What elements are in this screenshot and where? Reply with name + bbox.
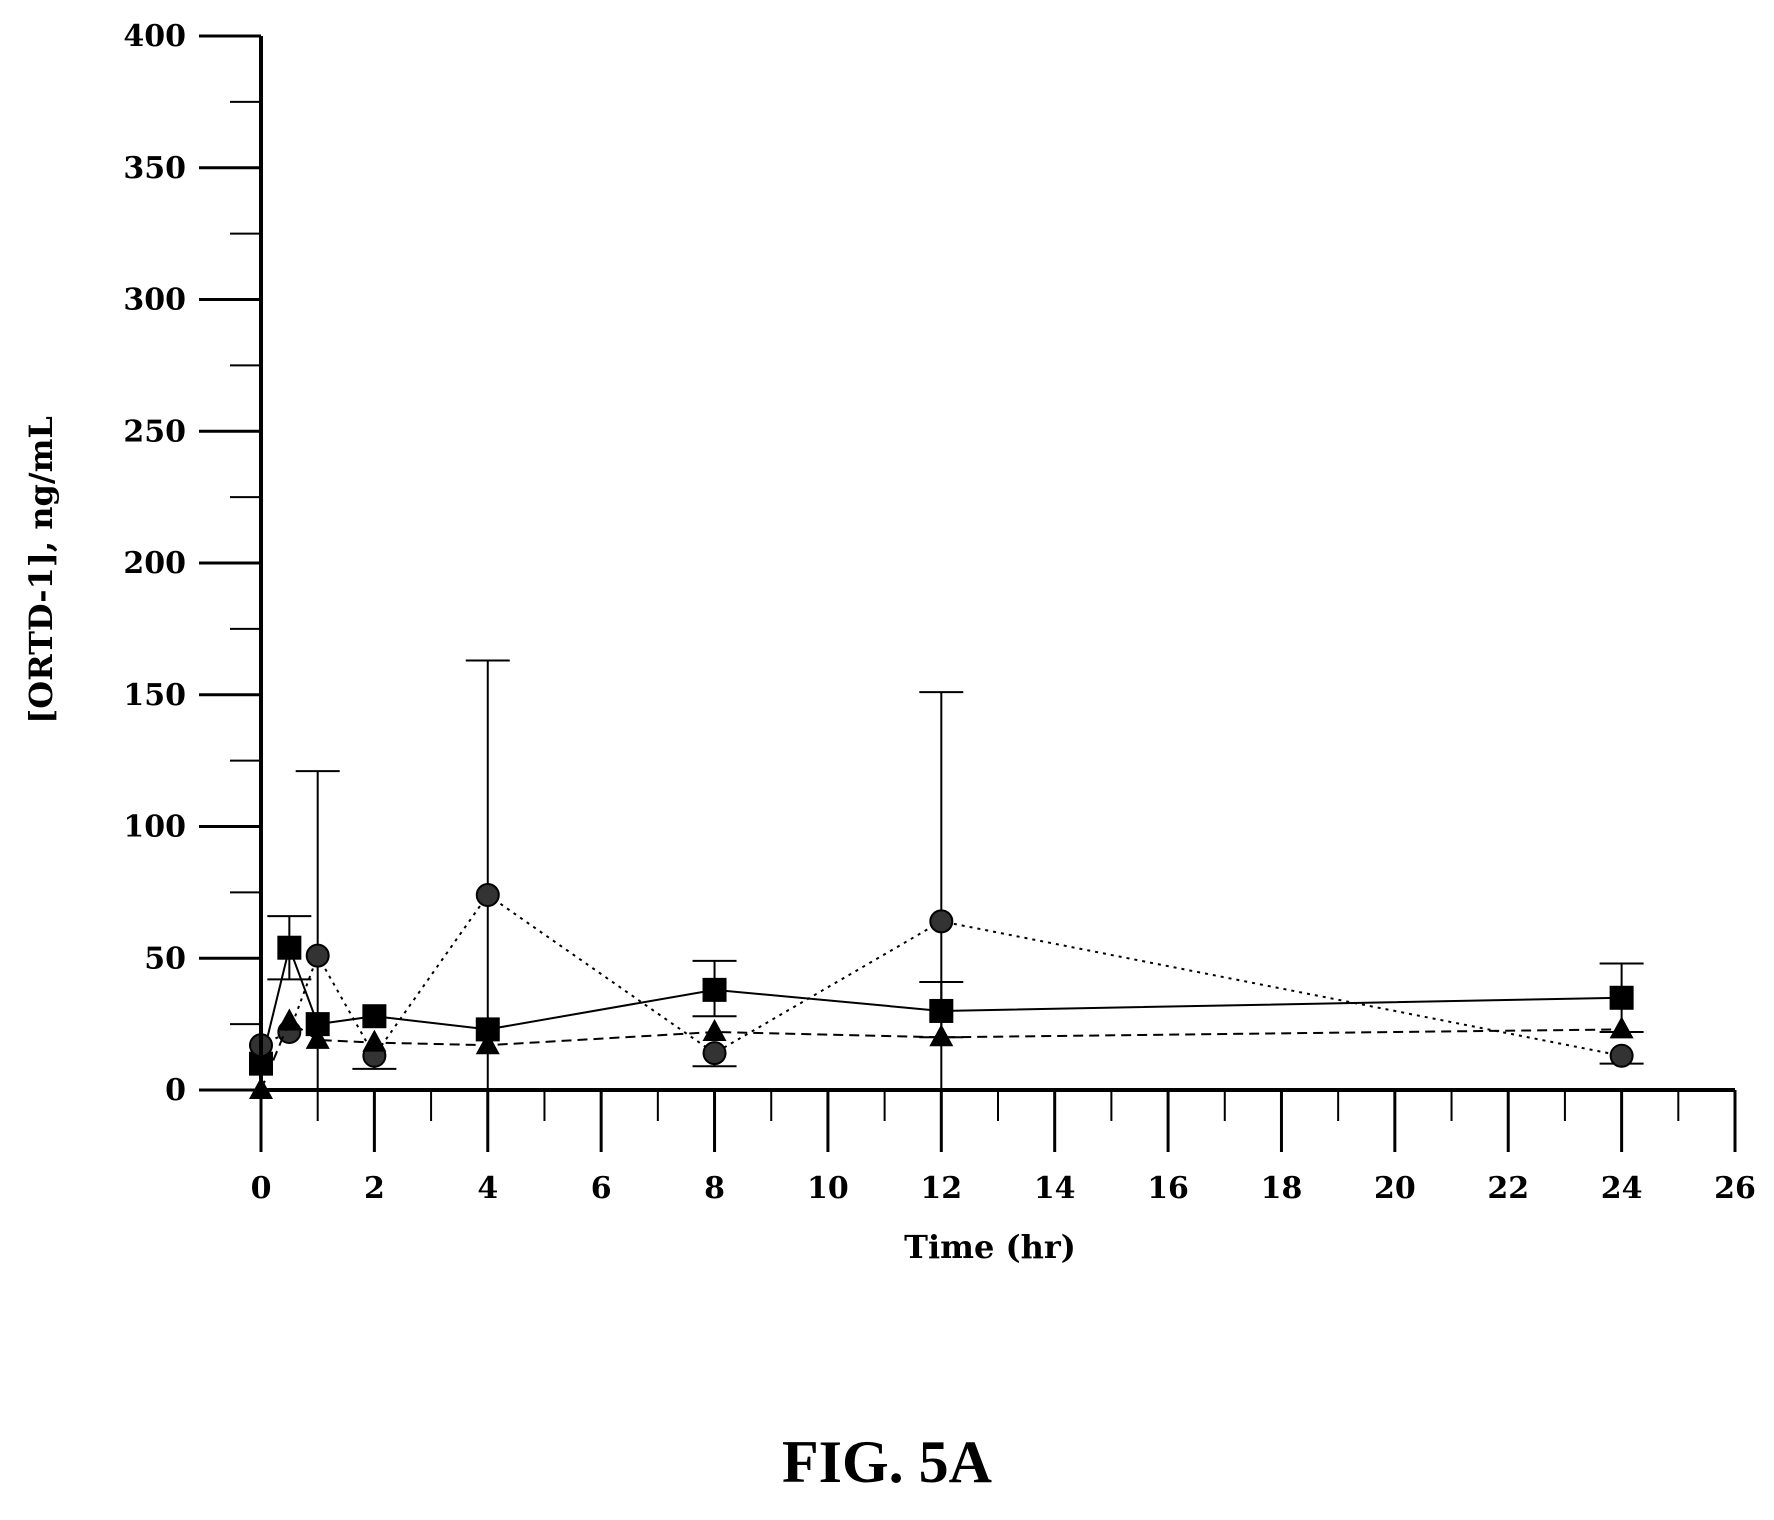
x-tick-label: 24 [1601,1171,1643,1206]
series-triangle [249,1008,1634,1099]
x-tick-label: 8 [704,1171,725,1206]
data-point-triangle [277,1008,302,1031]
y-axis-ticks: 0 50 100 150 200 250 300 350 400 [123,19,261,1108]
x-tick-label: 18 [1261,1171,1303,1206]
y-tick-label: 100 [123,810,186,845]
y-tick-label: 200 [123,546,186,581]
y-tick-label: 400 [123,19,186,54]
figure-caption: FIG. 5A [782,1429,992,1495]
y-tick-label: 300 [123,283,186,318]
data-point-circle [702,1041,727,1066]
x-tick-label: 0 [251,1171,272,1206]
series-line [260,944,1622,1064]
data-point-triangle [1609,1016,1634,1039]
data-point-square [362,1004,387,1029]
data-point-circle [475,883,500,908]
y-tick-label: 0 [165,1073,186,1108]
y-tick-label: 350 [123,151,186,186]
series-line [260,1019,1622,1091]
data-point-triangle [929,1024,954,1047]
data-point-circle [305,943,330,968]
x-tick-label: 2 [364,1171,385,1206]
x-tick-label: 4 [477,1171,498,1206]
x-axis-title: Time (hr) [904,1228,1076,1266]
x-tick-label: 20 [1374,1171,1416,1206]
y-tick-label: 50 [144,941,186,976]
y-axis-title: [ORTD-1], ng/mL [22,416,60,724]
data-point-triangle [362,1029,387,1052]
data-point-square [277,935,302,960]
data-point-circle [929,909,954,934]
x-tick-label: 16 [1147,1171,1189,1206]
y-tick-label: 150 [123,678,186,713]
x-axis-ticks: 0 2 4 6 8 10 12 14 16 18 20 22 24 26 [251,1090,1756,1206]
data-point-square [1609,985,1634,1010]
data-point-circle [1609,1043,1634,1068]
data-point-square [702,977,727,1002]
y-tick-label: 250 [123,414,186,449]
data-point-triangle [702,1019,727,1042]
data-point-triangle [475,1032,500,1055]
data-point-triangle [305,1026,330,1049]
x-tick-label: 10 [807,1171,849,1206]
x-tick-label: 14 [1034,1171,1076,1206]
series-square [249,915,1644,1076]
x-tick-label: 12 [920,1171,962,1206]
x-tick-label: 26 [1714,1171,1756,1206]
x-tick-label: 6 [591,1171,612,1206]
series-layer [249,659,1644,1099]
x-tick-label: 22 [1487,1171,1529,1206]
